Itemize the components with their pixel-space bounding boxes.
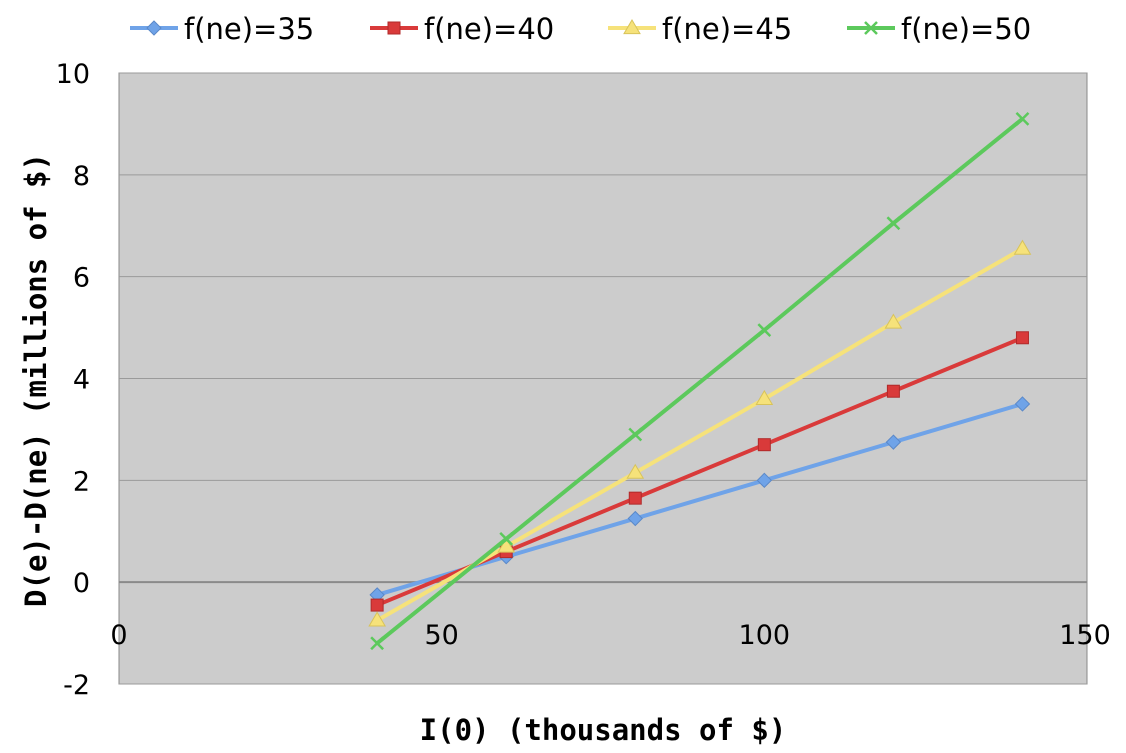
y-tick-label: 2 — [73, 466, 90, 497]
data-point — [757, 438, 771, 452]
data-point — [499, 532, 514, 546]
data-point — [886, 384, 900, 398]
legend: f(ne)=35 f(ne)=40 f(ne)=45 f(ne)=50 — [130, 12, 1031, 46]
legend-marker — [387, 21, 401, 35]
legend-marker — [623, 19, 641, 35]
data-point — [884, 313, 903, 329]
y-tick-label: 10 — [56, 59, 90, 90]
legend-item: f(ne)=40 — [370, 12, 554, 46]
x-tick-label: 0 — [110, 620, 127, 651]
data-point — [1014, 396, 1031, 412]
data-point — [497, 537, 516, 553]
x-axis-title: I(0) (thousands of $) — [420, 713, 787, 747]
data-point — [756, 472, 773, 489]
data-point — [886, 216, 901, 231]
data-point — [370, 636, 385, 651]
x-tick-label: 50 — [424, 620, 458, 651]
series-4 — [370, 111, 1030, 651]
y-tick-label: 6 — [73, 263, 90, 294]
legend-label: f(ne)=35 — [184, 12, 314, 46]
y-axis-title: D(e)-D(ne) (millions of $) — [19, 153, 53, 607]
legend-marker — [146, 20, 162, 36]
y-tick-label: -2 — [63, 670, 90, 701]
data-point — [370, 598, 384, 612]
data-point — [368, 611, 387, 627]
legend-label: f(ne)=45 — [662, 12, 792, 46]
data-point — [1015, 111, 1030, 126]
legend-item: f(ne)=35 — [130, 12, 314, 46]
grid-lines — [119, 72, 1087, 685]
y-tick-label: 0 — [73, 568, 90, 599]
legend-label: f(ne)=50 — [901, 12, 1031, 46]
y-tick-label: 8 — [73, 161, 90, 192]
legend-item: f(ne)=50 — [847, 12, 1031, 46]
legend-label: f(ne)=40 — [424, 12, 554, 46]
series-layer — [368, 111, 1032, 651]
series-line — [376, 402, 1024, 597]
data-point — [626, 463, 645, 479]
x-tick-label: 100 — [739, 620, 791, 651]
data-point — [885, 434, 902, 450]
legend-item: f(ne)=45 — [608, 12, 792, 46]
data-point — [628, 427, 643, 442]
data-point — [628, 491, 642, 505]
data-point — [1013, 239, 1032, 255]
data-point — [755, 389, 774, 405]
y-tick-label: 4 — [73, 365, 90, 396]
series-line — [375, 117, 1024, 645]
x-tick-label: 150 — [1059, 620, 1111, 651]
data-point — [627, 510, 643, 527]
data-point — [757, 323, 772, 338]
data-point — [1015, 331, 1029, 345]
legend-marker — [864, 21, 878, 35]
